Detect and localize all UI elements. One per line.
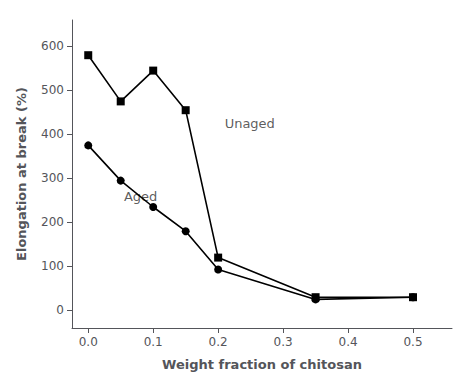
svg-text:0.4: 0.4: [339, 335, 358, 349]
svg-text:0.5: 0.5: [403, 335, 422, 349]
svg-text:100: 100: [41, 259, 64, 273]
svg-text:400: 400: [41, 127, 64, 141]
svg-text:300: 300: [41, 171, 64, 185]
svg-text:Elongation at break (%): Elongation at break (%): [14, 87, 29, 261]
svg-text:0.1: 0.1: [144, 335, 163, 349]
svg-text:Aged: Aged: [124, 189, 158, 205]
svg-text:200: 200: [41, 215, 64, 229]
svg-text:0.0: 0.0: [79, 335, 98, 349]
svg-text:0: 0: [56, 303, 64, 317]
svg-text:600: 600: [41, 39, 64, 53]
svg-text:0.3: 0.3: [274, 335, 293, 349]
svg-text:500: 500: [41, 83, 64, 97]
svg-text:Unaged: Unaged: [225, 116, 275, 131]
svg-text:Weight fraction of chitosan: Weight fraction of chitosan: [162, 357, 362, 372]
svg-text:0.2: 0.2: [209, 335, 228, 349]
